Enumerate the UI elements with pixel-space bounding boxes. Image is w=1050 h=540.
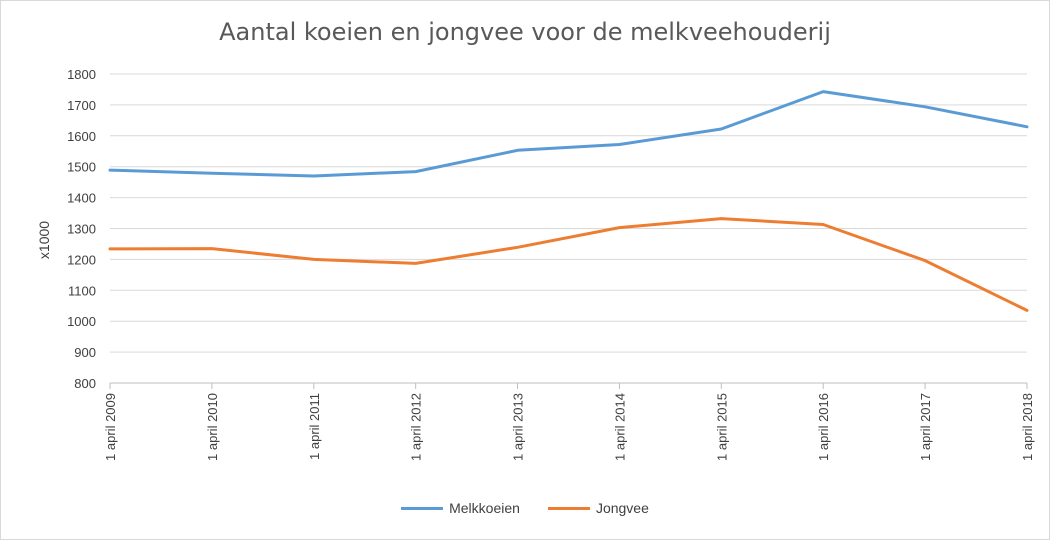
series-line-melkkoeien — [108, 90, 1029, 178]
legend-item-melkkoeien: Melkkoeien — [401, 500, 520, 516]
legend-label-melkkoeien: Melkkoeien — [449, 500, 520, 516]
series-line-jongvee — [108, 217, 1029, 312]
y-tick-label: 800 — [74, 376, 96, 391]
legend-item-jongvee: Jongvee — [547, 500, 649, 516]
y-tick-label: 1600 — [67, 129, 96, 144]
x-tick-label: 1 april 2012 — [409, 393, 424, 461]
y-tick-label: 1800 — [67, 67, 96, 82]
x-tick-label: 1 april 2016 — [816, 393, 831, 461]
y-tick-label: 1300 — [67, 222, 96, 237]
legend-swatch-melkkoeien — [401, 506, 444, 510]
y-tick-label: 1700 — [67, 98, 96, 113]
x-tick-label: 1 april 2014 — [612, 393, 627, 461]
y-tick-label: 1000 — [67, 314, 96, 329]
y-tick-label: 1100 — [68, 283, 96, 298]
y-tick-label: 1500 — [67, 160, 96, 175]
y-tick-label: 1200 — [67, 252, 96, 267]
x-tick-label: 1 april 2018 — [1020, 393, 1035, 461]
x-tick-label: 1 april 2013 — [511, 393, 526, 461]
chart-title: Aantal koeien en jongvee voor de melkvee… — [219, 18, 831, 46]
x-tick-label: 1 april 2017 — [918, 393, 933, 461]
x-tick-label: 1 april 2009 — [103, 393, 118, 461]
x-tick-label: 1 april 2015 — [714, 393, 729, 461]
x-tick-label: 1 april 2010 — [205, 393, 220, 461]
legend-label-jongvee: Jongvee — [595, 500, 649, 516]
chart-legend: Melkkoeien Jongvee — [0, 500, 1050, 516]
x-tick-label: 1 april 2011 — [307, 393, 322, 460]
y-tick-label: 1400 — [67, 191, 96, 206]
legend-swatch-jongvee — [547, 506, 590, 510]
y-tick-label: 900 — [74, 345, 96, 360]
